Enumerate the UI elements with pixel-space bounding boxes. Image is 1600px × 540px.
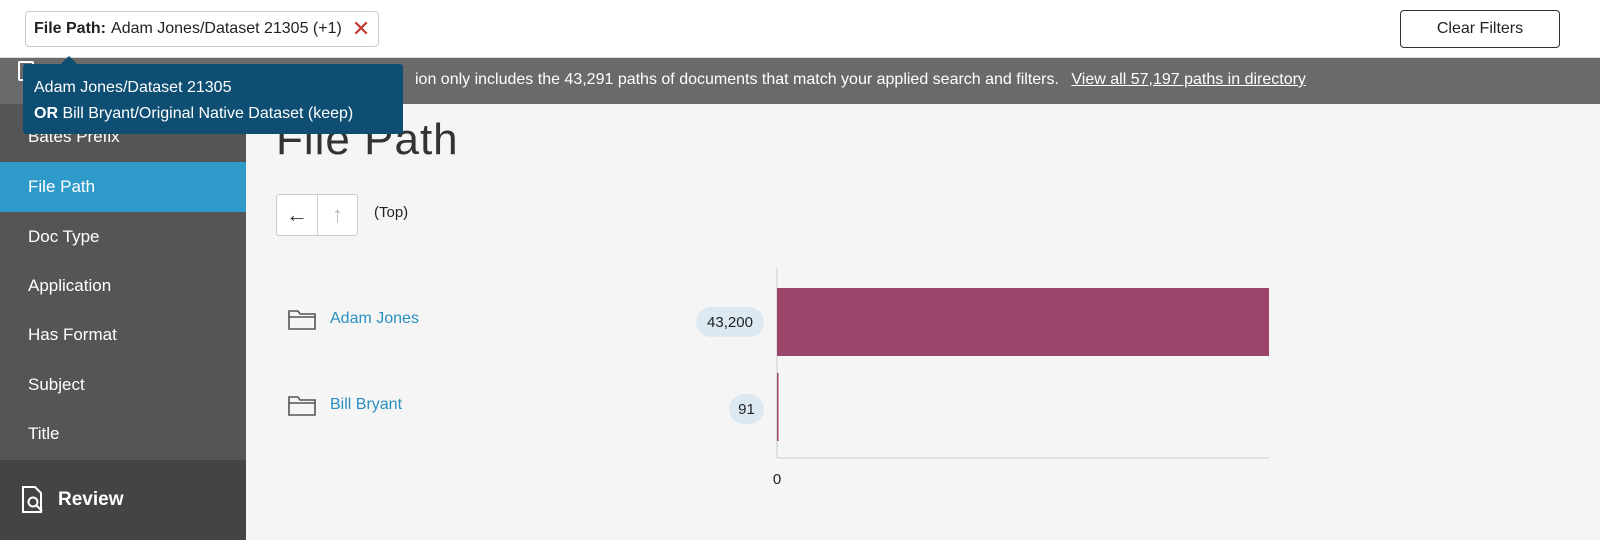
sidebar: Bates Prefix File Path Doc Type Applicat… (0, 104, 246, 540)
view-all-paths-link[interactable]: View all 57,197 paths in directory (1071, 71, 1306, 88)
tooltip-line-1: Adam Jones/Dataset 21305 (34, 79, 232, 96)
up-arrow-icon[interactable]: ↑ (316, 195, 357, 235)
filter-tooltip: Adam Jones/Dataset 21305 OR Bill Bryant/… (23, 56, 403, 134)
banner-text: ion only includes the 43,291 paths of do… (415, 71, 1306, 89)
review-label: Review (58, 489, 124, 510)
count-badge-bill-bryant: 91 (729, 394, 764, 424)
folder-link-adam-jones[interactable]: Adam Jones (330, 310, 419, 327)
review-document-search-icon (22, 486, 43, 513)
list-item: Bill Bryant (288, 394, 402, 416)
sidebar-item-title[interactable]: Title (28, 424, 60, 443)
banner-message: ion only includes the 43,291 paths of do… (415, 71, 1059, 88)
filter-key: File Path: (34, 20, 107, 37)
path-nav-buttons: ← ↑ (276, 194, 358, 236)
bar-bill-bryant[interactable] (777, 373, 779, 441)
tooltip-line-2-text: Bill Bryant/Original Native Dataset (kee… (58, 105, 354, 122)
x-tick-label: 0 (773, 471, 781, 488)
bar-adam-jones[interactable] (777, 288, 1269, 356)
file-path-bar-chart: 0 (773, 268, 1269, 488)
tooltip-line-2: OR Bill Bryant/Original Native Dataset (… (34, 101, 392, 127)
sidebar-item-file-path[interactable]: File Path (0, 162, 246, 212)
folder-icon (288, 396, 316, 416)
tooltip-operator: OR (34, 105, 58, 122)
file-path-filter-chip[interactable]: File Path: Adam Jones/Dataset 21305 (+1)… (25, 11, 380, 47)
sidebar-item-doc-type[interactable]: Doc Type (28, 227, 100, 246)
back-arrow-icon[interactable]: ← (285, 202, 308, 227)
remove-filter-icon[interactable]: ✕ (351, 16, 371, 41)
folder-icon (288, 310, 316, 330)
count-badge-adam-jones: 43,200 (696, 307, 764, 337)
breadcrumb: (Top) (374, 204, 409, 221)
sidebar-item-review[interactable]: Review (0, 460, 246, 540)
folder-link-bill-bryant[interactable]: Bill Bryant (330, 396, 403, 413)
filter-bar: File Path: Adam Jones/Dataset 21305 (+1)… (0, 0, 1600, 58)
filter-value: Adam Jones/Dataset 21305 (+1) (111, 20, 342, 37)
clear-filters-button[interactable]: Clear Filters (1400, 10, 1560, 48)
sidebar-item-has-format[interactable]: Has Format (28, 325, 117, 344)
list-item: Adam Jones (288, 308, 419, 330)
sidebar-item-application[interactable]: Application (28, 276, 112, 295)
sidebar-item-subject[interactable]: Subject (28, 375, 85, 394)
